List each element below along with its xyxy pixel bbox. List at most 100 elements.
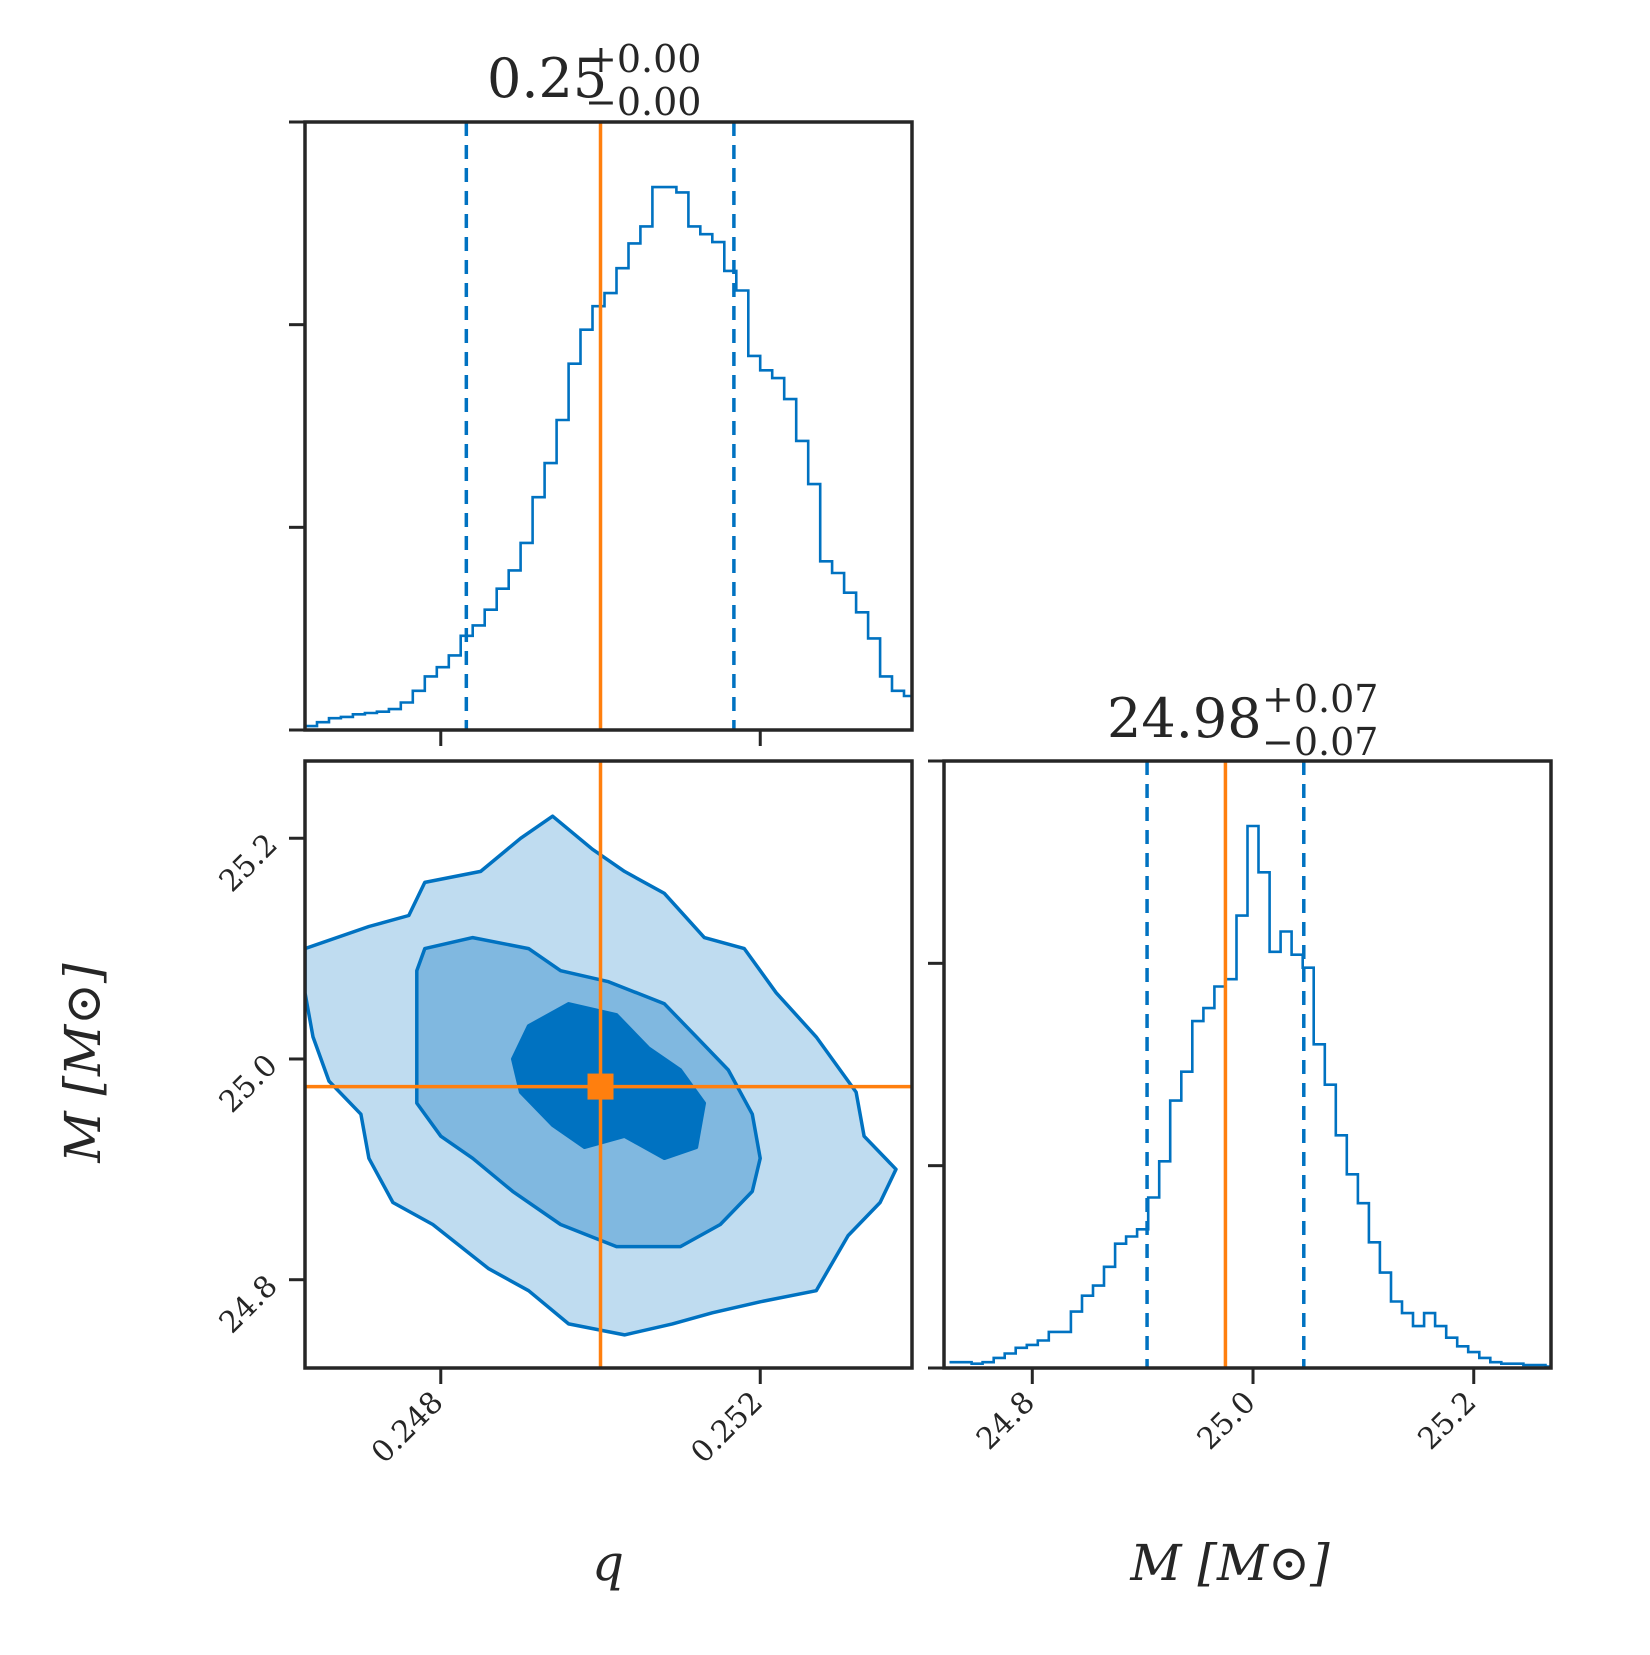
q-hist-bin: [437, 667, 449, 730]
q-marginal-panel: [289, 120, 914, 746]
q-hist-bin: [425, 676, 437, 730]
M-y-axis-label: M [M⊙]: [54, 963, 112, 1164]
q-hist-bin: [616, 268, 628, 730]
M-hist-bin: [1203, 1008, 1214, 1368]
q-hist-bin: [628, 243, 640, 730]
joint-truth-marker: [587, 1073, 614, 1100]
q-hist-histogram-line: [305, 185, 912, 728]
M-marginal-panel: 24.8 25.0 25.2: [928, 759, 1553, 1457]
M-hist-bin: [1314, 1044, 1325, 1368]
q-title: 0.25: [487, 47, 607, 110]
M-hist-bin: [1380, 1273, 1391, 1368]
M-hist-bin: [1270, 952, 1281, 1368]
q-hist-bin: [389, 709, 401, 730]
q-hist-bin: [736, 290, 748, 730]
q-hist-bin: [676, 192, 688, 730]
M-hist-bin: [1082, 1296, 1093, 1368]
q-hist-bin: [473, 625, 485, 730]
M-hist-bin: [1457, 1346, 1468, 1368]
q-hist-bin: [497, 589, 509, 730]
q-hist-bin: [868, 638, 880, 730]
joint-contours: [305, 761, 912, 1368]
q-hist-bin: [485, 610, 497, 730]
M-hist-bin: [1347, 1174, 1358, 1368]
M-hist-bin: [1292, 955, 1303, 1368]
q-hist-bin: [640, 226, 652, 730]
M-hist-bin: [1104, 1267, 1115, 1368]
M-hist-bin: [1016, 1348, 1027, 1368]
q-hist-bin: [353, 714, 365, 730]
q-hist-bin: [652, 187, 664, 730]
q-hist-bin: [413, 691, 425, 730]
q-hist-bin: [796, 441, 808, 730]
q-title-plus: +0.00: [585, 37, 701, 81]
q-title-minus: −0.00: [585, 80, 701, 124]
q-hist-bin: [844, 593, 856, 730]
M-hist-bin: [1336, 1135, 1347, 1368]
M-hist-bin: [1413, 1326, 1424, 1368]
q-hist-bin: [832, 573, 844, 730]
q-hist-bin: [401, 703, 413, 730]
M-hist-bin: [1005, 1354, 1016, 1368]
q-hist-bin: [341, 717, 353, 730]
q-hist-bin: [712, 242, 724, 730]
q-hist-bin: [449, 655, 461, 730]
M-hist-bin: [1281, 932, 1292, 1368]
M-hist-bin: [1027, 1345, 1038, 1368]
M-hist-bin: [1259, 872, 1270, 1368]
q-hist-bin: [533, 497, 545, 730]
M-hist-bin: [1192, 1021, 1203, 1368]
joint-x-tick-label: 0.252: [684, 1385, 769, 1470]
q-hist-bin: [664, 187, 676, 730]
joint-y-tick-label: 25.0: [213, 1048, 285, 1120]
M-hist-histogram-line: [949, 824, 1551, 1368]
q-hist-bin: [605, 293, 617, 730]
q-hist-bin: [509, 570, 521, 730]
M-title-plus: +0.07: [1262, 677, 1378, 721]
q-hist-bin: [892, 691, 904, 730]
joint-frame: [303, 759, 914, 1370]
M-hist-bin: [1115, 1244, 1126, 1368]
M-hist-bin: [1468, 1352, 1479, 1368]
M-hist-bin: [1325, 1085, 1336, 1368]
q-hist-bin: [784, 399, 796, 730]
joint-x-tick-label: 0.248: [365, 1385, 450, 1470]
M-hist-bin: [1049, 1332, 1060, 1368]
M-hist-bin: [1126, 1236, 1137, 1368]
q-hist-bin: [329, 718, 341, 730]
M-hist-x-tick-label: 25.0: [1191, 1385, 1263, 1457]
q-M-joint-panel: 0.248 0.252 24.8 25.0 25.2: [213, 759, 914, 1470]
joint-y-tick-label: 24.8: [213, 1269, 285, 1341]
q-hist-bin: [521, 543, 533, 730]
q-hist-bin: [880, 676, 892, 730]
M-hist-bin: [1248, 826, 1259, 1368]
q-hist-bin: [820, 561, 832, 730]
M-hist-bin: [1402, 1313, 1413, 1368]
M-hist-bin: [1159, 1161, 1170, 1368]
M-hist-bin: [1038, 1341, 1049, 1368]
M-hist-bin: [1170, 1101, 1181, 1368]
q-hist-bin: [700, 234, 712, 730]
M-hist-bin: [1424, 1313, 1435, 1368]
M-hist-bin: [1148, 1197, 1159, 1368]
M-hist-bin: [1391, 1302, 1402, 1368]
q-hist-bin: [581, 330, 593, 730]
q-hist-bin: [760, 370, 772, 730]
M-hist-frame: [942, 759, 1553, 1370]
M-hist-bin: [1181, 1072, 1192, 1368]
M-hist-bin: [1435, 1326, 1446, 1368]
M-hist-x-tick-label: 24.8: [970, 1385, 1042, 1457]
M-title: 24.98: [1107, 687, 1262, 750]
M-hist-bin: [1093, 1286, 1104, 1368]
M-hist-bin: [1358, 1203, 1369, 1368]
q-hist-bin: [856, 612, 868, 730]
q-hist-bin: [772, 378, 784, 730]
M-x-axis-label: M [M⊙]: [1129, 1534, 1330, 1592]
q-hist-bin: [377, 712, 389, 730]
q-hist-frame: [303, 120, 914, 732]
q-hist-bin: [545, 463, 557, 730]
q-x-axis-label: q: [592, 1534, 624, 1592]
M-hist-x-tick-label: 25.2: [1411, 1385, 1483, 1457]
